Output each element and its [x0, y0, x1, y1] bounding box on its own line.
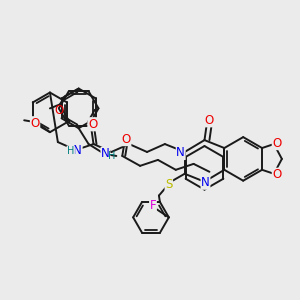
Text: H: H: [108, 151, 115, 161]
Text: O: O: [54, 104, 64, 117]
Text: N: N: [176, 146, 185, 160]
Text: O: O: [205, 114, 214, 127]
Text: O: O: [88, 118, 97, 131]
Text: O: O: [272, 168, 281, 181]
Text: O: O: [30, 117, 40, 130]
Text: N: N: [73, 145, 82, 158]
Text: N: N: [201, 176, 210, 189]
Text: H: H: [67, 146, 74, 156]
Text: F: F: [150, 199, 156, 212]
Text: N: N: [101, 148, 110, 160]
Text: O: O: [122, 133, 131, 146]
Text: O: O: [272, 136, 281, 150]
Text: S: S: [165, 178, 172, 191]
